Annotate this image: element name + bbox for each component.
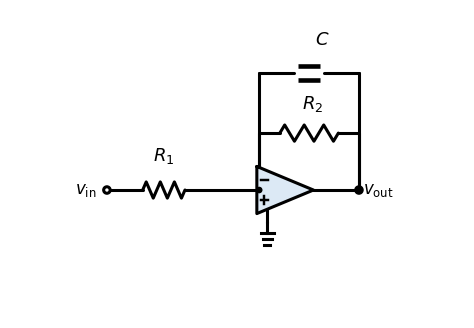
- Text: $v_{\mathrm{out}}$: $v_{\mathrm{out}}$: [363, 181, 394, 198]
- Circle shape: [256, 187, 262, 193]
- Text: $C$: $C$: [315, 31, 329, 49]
- Polygon shape: [257, 166, 313, 214]
- Text: $R_2$: $R_2$: [302, 93, 323, 113]
- Text: $R_1$: $R_1$: [153, 146, 174, 166]
- Circle shape: [356, 187, 362, 193]
- Text: $v_{\mathrm{in}}$: $v_{\mathrm{in}}$: [75, 181, 97, 198]
